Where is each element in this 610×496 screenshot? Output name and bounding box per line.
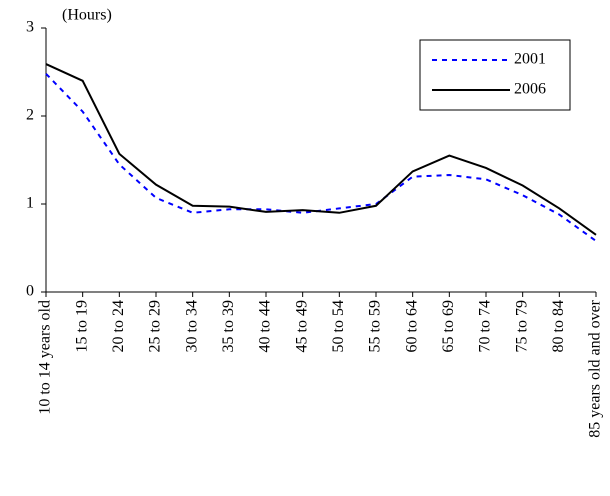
- x-tick-label: 60 to 64: [403, 300, 420, 352]
- legend-label: 2006: [514, 81, 546, 98]
- x-tick-label: 25 to 29: [147, 300, 164, 352]
- x-tick-label: 35 to 39: [220, 300, 237, 352]
- x-tick-label: 10 to 14 years old: [37, 300, 54, 415]
- x-tick-label: 80 to 84: [550, 300, 567, 352]
- y-tick-label: 0: [26, 283, 34, 300]
- x-tick-label: 45 to 49: [293, 300, 310, 352]
- x-tick-label: 15 to 19: [73, 300, 90, 352]
- series-line: [45, 73, 597, 242]
- x-tick-label: 65 to 69: [440, 300, 457, 352]
- y-tick-label: 3: [26, 19, 34, 36]
- x-tick-label: 50 to 54: [330, 300, 347, 352]
- y-axis-label: (Hours): [62, 7, 112, 24]
- x-tick-label: 85 years old and over: [587, 299, 604, 437]
- legend-box: [419, 39, 571, 111]
- y-tick-label: 2: [26, 107, 34, 124]
- x-tick-label: 40 to 44: [257, 300, 274, 352]
- y-tick-label: 1: [26, 195, 34, 212]
- x-tick-label: 30 to 34: [183, 300, 200, 352]
- x-tick-label: 70 to 74: [477, 300, 494, 352]
- x-tick-label: 75 to 79: [513, 300, 530, 352]
- x-tick-label: 55 to 59: [367, 300, 384, 352]
- series-line: [45, 63, 597, 236]
- legend-label: 2001: [514, 51, 546, 68]
- x-tick-label: 20 to 24: [110, 300, 127, 352]
